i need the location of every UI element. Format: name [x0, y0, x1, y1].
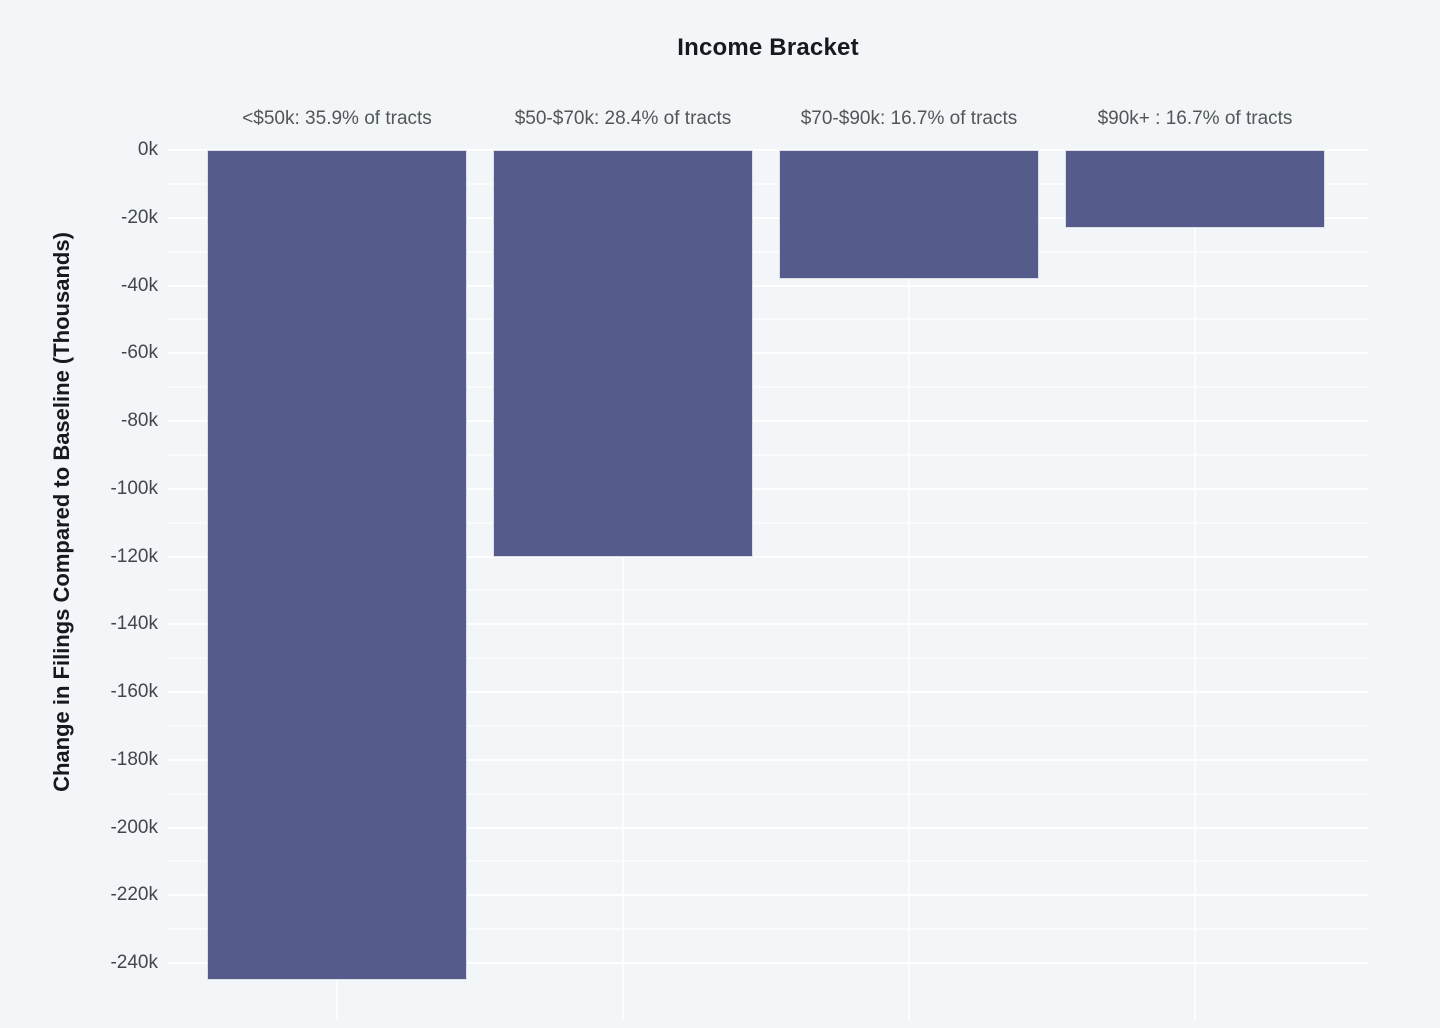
y-tick-label: -220k [110, 884, 158, 906]
bar [779, 150, 1039, 279]
category-center-gridline [1194, 150, 1196, 1020]
category-label: <$50k: 35.9% of tracts [242, 108, 432, 129]
horizontal-minor-gridline [168, 589, 1368, 592]
horizontal-minor-gridline [168, 250, 1368, 253]
horizontal-major-gridline [168, 962, 1368, 965]
bar [1065, 150, 1325, 228]
plot-area [168, 149, 1368, 1020]
horizontal-major-gridline [168, 623, 1368, 626]
horizontal-major-gridline [168, 758, 1368, 761]
category-center-gridline [908, 150, 910, 1020]
horizontal-major-gridline [168, 691, 1368, 694]
y-tick-label: -160k [110, 681, 158, 703]
horizontal-minor-gridline [168, 724, 1368, 727]
horizontal-major-gridline [168, 826, 1368, 829]
category-label: $50-$70k: 28.4% of tracts [514, 108, 732, 129]
horizontal-minor-gridline [168, 182, 1368, 185]
horizontal-minor-gridline [168, 860, 1368, 863]
horizontal-major-gridline [168, 149, 1368, 151]
horizontal-major-gridline [168, 555, 1368, 558]
y-tick-label: -180k [110, 748, 158, 770]
horizontal-minor-gridline [168, 318, 1368, 321]
horizontal-minor-gridline [168, 453, 1368, 456]
horizontal-minor-gridline [168, 657, 1368, 660]
category-center-gridline [622, 150, 624, 1020]
y-tick-label: -100k [110, 477, 158, 499]
horizontal-major-gridline [168, 487, 1368, 490]
bar [493, 150, 753, 557]
category-label: $90k+ : 16.7% of tracts [1097, 108, 1293, 129]
y-tick-label: -80k [121, 410, 158, 432]
horizontal-minor-gridline [168, 928, 1368, 931]
horizontal-major-gridline [168, 894, 1368, 897]
horizontal-minor-gridline [168, 792, 1368, 795]
horizontal-major-gridline [168, 216, 1368, 219]
y-tick-label: -200k [110, 816, 158, 838]
y-tick-label: -240k [110, 952, 158, 974]
y-tick-label: -120k [110, 545, 158, 567]
y-tick-label: -20k [121, 206, 158, 228]
y-tick-label: -140k [110, 613, 158, 635]
y-axis-title: Change in Filings Compared to Baseline (… [49, 232, 74, 792]
y-tick-label: -60k [121, 342, 158, 364]
chart-title: Income Bracket [677, 34, 859, 61]
y-tick-label: -40k [121, 274, 158, 296]
horizontal-minor-gridline [168, 521, 1368, 524]
y-tick-label: 0k [137, 139, 158, 160]
horizontal-major-gridline [168, 284, 1368, 287]
bar [207, 150, 467, 981]
horizontal-major-gridline [168, 420, 1368, 423]
horizontal-minor-gridline [168, 386, 1368, 389]
horizontal-major-gridline [168, 352, 1368, 355]
category-label: $70-$90k: 16.7% of tracts [800, 108, 1018, 129]
